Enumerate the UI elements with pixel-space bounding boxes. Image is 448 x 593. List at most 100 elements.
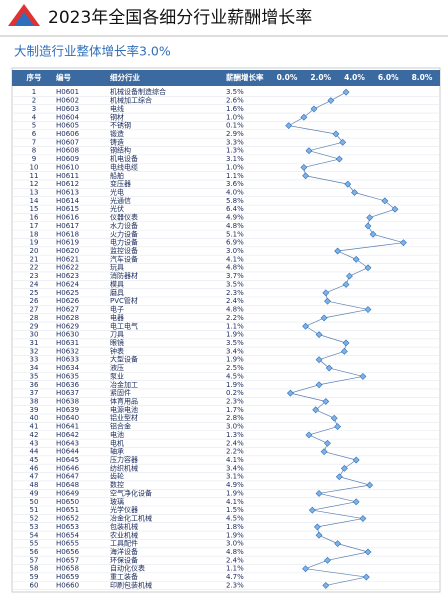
row-code: H0604: [56, 113, 80, 121]
row-number: 36: [30, 381, 39, 389]
row-rate: 1.9%: [226, 331, 244, 339]
row-number: 34: [30, 364, 39, 372]
row-rate: 4.8%: [226, 264, 244, 272]
rate-marker: [339, 138, 347, 146]
rate-marker: [302, 322, 309, 330]
row-rate: 2.9%: [226, 130, 244, 138]
row-industry: 机械加工综合: [110, 96, 152, 105]
row-number: 13: [30, 189, 39, 197]
rate-marker: [322, 581, 330, 589]
row-code: H0609: [56, 155, 79, 163]
row-industry: 海洋设备: [110, 547, 138, 556]
row-code: H0640: [56, 414, 79, 422]
row-number: 21: [30, 255, 39, 263]
row-industry: 数控: [110, 480, 124, 489]
row-number: 28: [30, 314, 39, 322]
row-industry: 船舶: [110, 171, 124, 180]
row-rate: 4.1%: [226, 498, 244, 506]
row-number: 14: [30, 197, 39, 205]
rate-marker: [391, 205, 399, 213]
row-rate: 4.1%: [226, 255, 244, 263]
row-rate: 1.1%: [226, 322, 244, 330]
row-rate: 1.6%: [226, 105, 244, 113]
row-number: 2: [32, 97, 36, 105]
rate-marker: [313, 523, 321, 531]
rate-connector: [325, 284, 347, 294]
rate-marker: [330, 414, 338, 422]
row-rate: 4.9%: [226, 481, 244, 489]
row-industry: 大型设备: [110, 355, 138, 364]
row-number: 35: [30, 372, 39, 380]
row-code: H0614: [56, 197, 80, 205]
rate-marker: [359, 515, 367, 522]
row-industry: 压力容器: [110, 455, 138, 464]
row-rate: 1.3%: [226, 431, 244, 439]
rate-connector: [308, 150, 340, 160]
row-number: 55: [30, 540, 39, 548]
row-number: 18: [30, 230, 39, 238]
row-industry: 钢材: [110, 112, 124, 121]
row-number: 25: [30, 289, 39, 297]
row-code: H0639: [56, 406, 79, 414]
row-code: H0654: [56, 531, 80, 539]
row-industry: 锻造: [110, 129, 124, 138]
row-rate: 4.9%: [226, 214, 244, 222]
row-number: 41: [30, 423, 39, 431]
row-code: H0616: [56, 214, 80, 222]
rate-connector: [308, 434, 328, 444]
row-industry: 电线: [110, 104, 124, 113]
row-industry: 电子: [110, 305, 124, 314]
rate-marker: [320, 314, 328, 322]
row-industry: 空气净化设备: [110, 488, 152, 497]
row-code: H0601: [56, 88, 79, 96]
rate-connector: [308, 142, 343, 152]
rate-connector: [337, 250, 357, 260]
row-industry: 冶金化工机械: [110, 514, 152, 523]
row-code: H0633: [56, 356, 79, 364]
row-code: H0648: [56, 481, 79, 489]
axis-tick-label: 2.0%: [310, 73, 331, 82]
row-rate: 2.2%: [226, 314, 244, 322]
rate-connector: [305, 175, 348, 185]
rate-connector: [330, 91, 347, 101]
row-rate: 0.1%: [226, 122, 244, 130]
row-rate: 1.7%: [226, 406, 244, 414]
row-number: 53: [30, 523, 39, 531]
row-rate: 3.5%: [226, 339, 244, 347]
rate-connector: [337, 543, 369, 553]
rate-connector: [319, 484, 370, 494]
row-industry: 刀具: [110, 331, 124, 339]
row-rate: 3.5%: [226, 88, 244, 96]
row-number: 19: [30, 239, 39, 247]
row-code: H0610: [56, 163, 79, 171]
row-industry: 铝业型材: [110, 413, 138, 422]
row-rate: 4.5%: [226, 372, 244, 380]
table-frame: [11, 67, 441, 593]
row-industry: 泵业: [110, 371, 124, 380]
rate-marker: [315, 490, 323, 497]
row-number: 56: [30, 548, 39, 556]
row-rate: 3.1%: [226, 473, 244, 481]
row-number: 15: [30, 205, 39, 213]
rate-connector: [324, 309, 369, 319]
rate-connector: [318, 334, 347, 344]
row-number: 54: [30, 531, 39, 539]
row-code: H0607: [56, 138, 79, 146]
axis-tick-label: 6.0%: [378, 73, 399, 82]
row-number: 37: [30, 389, 39, 397]
row-industry: 铝合金: [110, 422, 131, 431]
row-industry: 自动化仪表: [110, 564, 145, 573]
row-industry: 工具配件: [110, 539, 138, 548]
row-number: 11: [30, 172, 39, 180]
rate-connector: [354, 192, 385, 202]
rate-marker: [334, 540, 342, 548]
row-code: H0631: [56, 339, 79, 347]
rate-connector: [349, 267, 369, 277]
rate-connector: [305, 568, 367, 578]
row-rate: 2.4%: [226, 439, 244, 447]
row-rate: 4.7%: [226, 573, 244, 581]
row-industry: 电源电池: [110, 405, 138, 414]
rate-connector: [339, 476, 370, 486]
rate-connector: [305, 325, 320, 335]
rate-marker: [302, 172, 309, 180]
